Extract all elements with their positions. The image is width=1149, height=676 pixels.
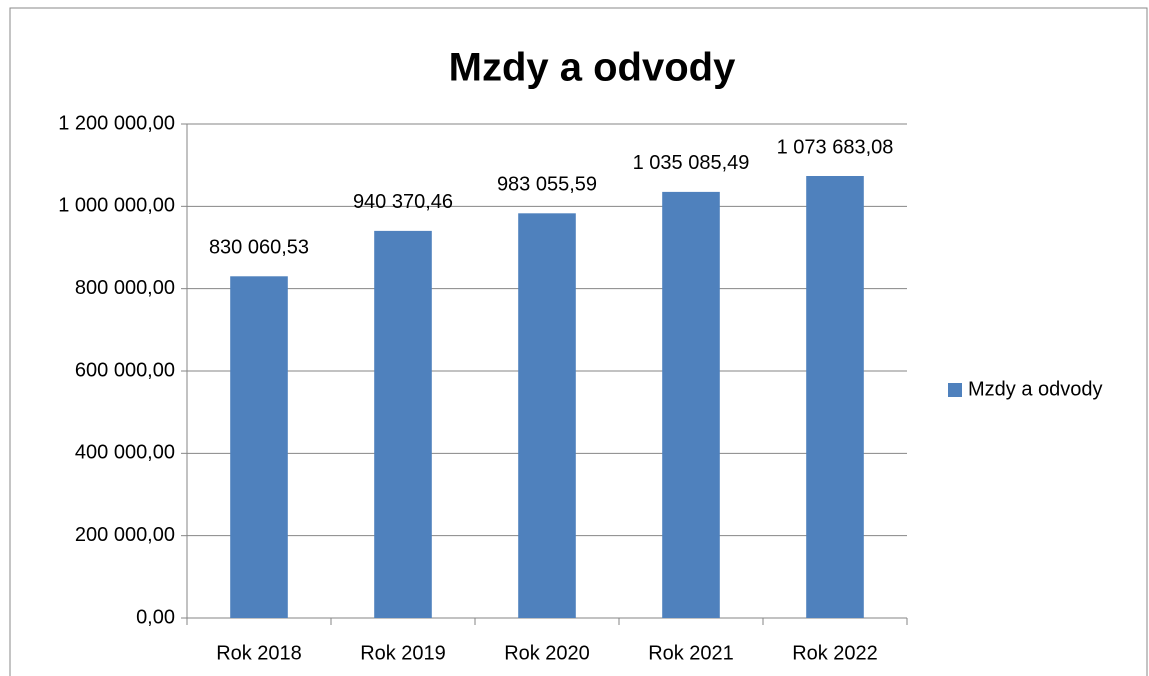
y-tick-label: 1 200 000,00 [58,112,175,134]
legend-label: Mzdy a odvody [968,378,1103,400]
y-tick-label: 200 000,00 [75,524,175,546]
x-tick-label: Rok 2018 [216,642,302,664]
data-label: 940 370,46 [353,191,453,213]
x-tick-label: Rok 2019 [360,642,446,664]
data-label: 1 073 683,08 [777,136,894,158]
x-tick-label: Rok 2022 [792,642,878,664]
bar [662,191,720,618]
chart-title: Mzdy a odvody [449,46,736,90]
bar [230,276,288,618]
legend-swatch [948,383,962,397]
y-tick-label: 0,00 [136,606,175,628]
x-tick-label: Rok 2021 [648,642,734,664]
bar [518,213,576,618]
y-tick-label: 400 000,00 [75,442,175,464]
data-label: 1 035 085,49 [633,152,750,174]
bar [806,176,864,618]
x-tick-label: Rok 2020 [504,642,590,664]
y-tick-label: 1 000 000,00 [58,195,175,217]
y-tick-label: 800 000,00 [75,277,175,299]
bar [374,230,432,618]
data-label: 983 055,59 [497,174,597,196]
chart-frame [9,7,1148,676]
data-label: 830 060,53 [209,237,309,259]
y-tick-label: 600 000,00 [75,359,175,381]
